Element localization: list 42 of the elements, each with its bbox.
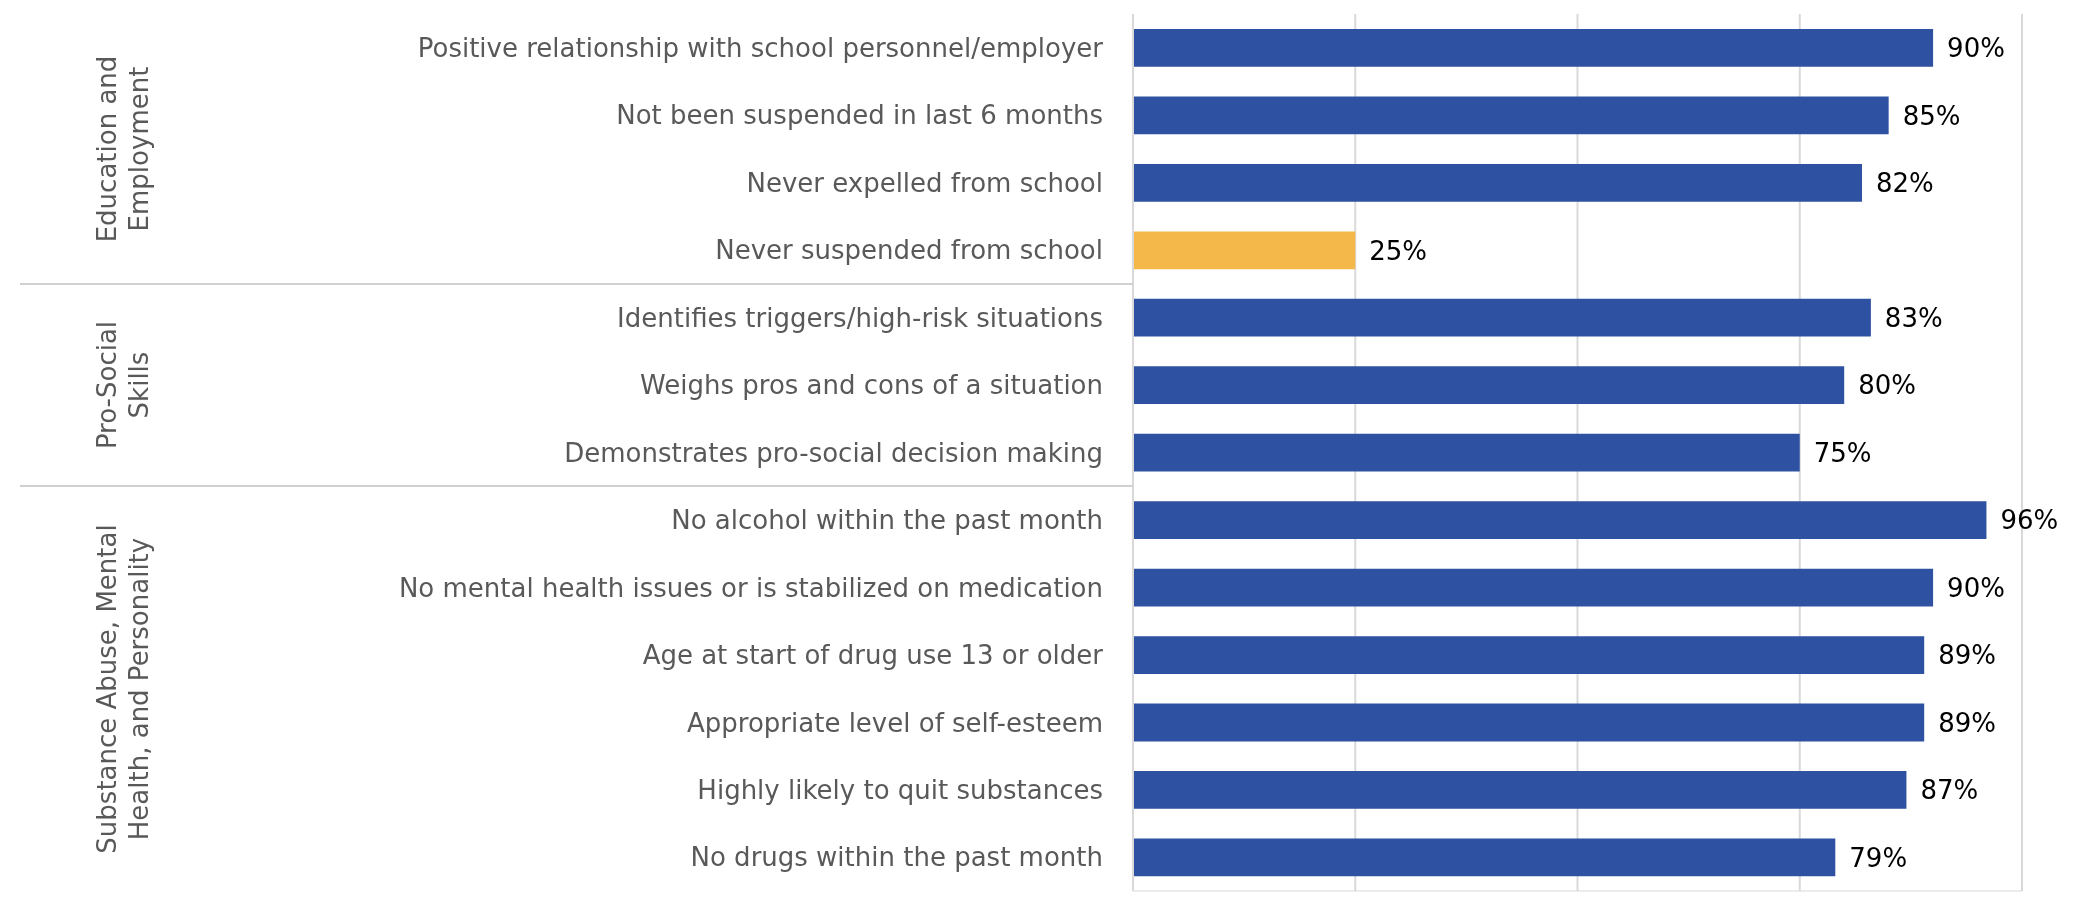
data-label: 79% bbox=[1849, 842, 1908, 873]
data-label: 25% bbox=[1369, 235, 1428, 266]
bar bbox=[1133, 366, 1845, 405]
data-label: 90% bbox=[1947, 33, 2005, 64]
y-tick-label: Highly likely to quit substances bbox=[697, 775, 1103, 806]
y-tick-label: Never suspended from school bbox=[715, 235, 1103, 266]
text: Education and Employment bbox=[91, 54, 155, 245]
text: Pro-Social Skills bbox=[91, 319, 155, 452]
y-tick-label: No mental health issues or is stabilized on medication bbox=[398, 572, 1103, 603]
bar bbox=[1133, 231, 1356, 270]
data-label: 83% bbox=[1884, 302, 1943, 333]
bar bbox=[1133, 838, 1836, 877]
bar bbox=[1133, 96, 1889, 135]
data-label: 87% bbox=[1920, 775, 1979, 806]
data-label: 96% bbox=[2000, 505, 2059, 536]
bar bbox=[1133, 298, 1871, 337]
data-label: 89% bbox=[1938, 707, 1997, 738]
data-label: 89% bbox=[1938, 640, 1997, 671]
bar bbox=[1133, 163, 1862, 202]
y-tick-label: Never expelled from school bbox=[746, 167, 1103, 198]
bar bbox=[1133, 568, 1934, 607]
bar bbox=[1133, 703, 1925, 742]
bar bbox=[1133, 636, 1925, 674]
data-label: 80% bbox=[1858, 370, 1916, 401]
y-tick-label: No drugs within the past month bbox=[690, 842, 1103, 873]
bar bbox=[1133, 501, 1987, 540]
text: Substance Abuse, Mental Health, and Personality bbox=[91, 522, 155, 856]
data-label: 90% bbox=[1947, 572, 2005, 603]
y-tick-label: Appropriate level of self-esteem bbox=[687, 707, 1103, 738]
y-tick-label: Weighs pros and cons of a situation bbox=[640, 370, 1103, 401]
y-tick-label: Demonstrates pro-social decision making bbox=[564, 437, 1103, 468]
bar bbox=[1133, 771, 1907, 809]
bar bbox=[1133, 29, 1934, 67]
bar bbox=[1133, 433, 1800, 472]
data-label: 75% bbox=[1813, 437, 1872, 468]
data-label: 82% bbox=[1875, 168, 1934, 199]
y-tick-label: Not been suspended in last 6 months bbox=[616, 100, 1103, 131]
y-tick-label: Positive relationship with school personnel/employer bbox=[417, 32, 1104, 63]
y-tick-label: No alcohol within the past month bbox=[671, 505, 1103, 536]
y-tick-label: Identifies triggers/high-risk situations bbox=[617, 302, 1103, 333]
y-tick-label: Age at start of drug use 13 or older bbox=[642, 640, 1104, 671]
data-label: 85% bbox=[1902, 100, 1961, 131]
